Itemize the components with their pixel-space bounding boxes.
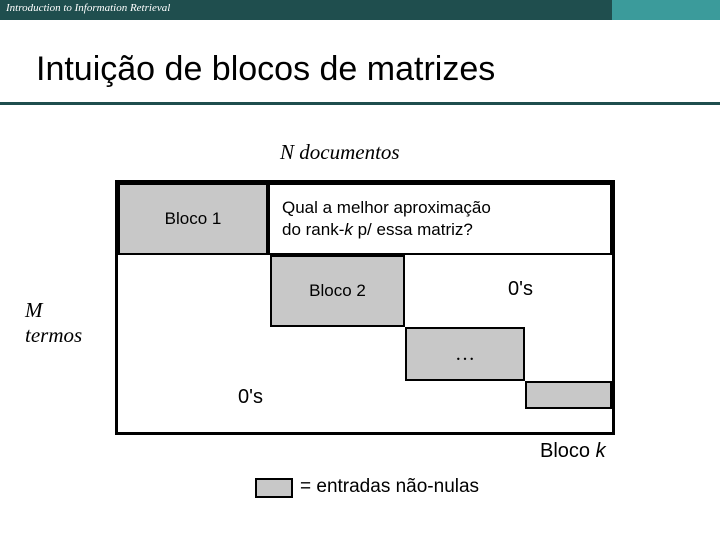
m-terms-label: M termos bbox=[25, 298, 82, 348]
block-k-stub bbox=[525, 381, 612, 409]
block-1: Bloco 1 bbox=[118, 183, 268, 255]
callout-line2: do rank-k p/ essa matriz? bbox=[282, 219, 473, 241]
legend-text: = entradas não-nulas bbox=[300, 476, 479, 498]
header-accent bbox=[612, 0, 720, 20]
slide-title: Intuição de blocos de matrizes bbox=[36, 50, 495, 89]
title-underline bbox=[0, 102, 720, 105]
header-course-title: Introduction to Information Retrieval bbox=[6, 2, 170, 14]
matrix-frame: Bloco 1 Qual a melhor aproximação do ran… bbox=[115, 180, 615, 435]
callout-box: Qual a melhor aproximação do rank-k p/ e… bbox=[268, 183, 612, 255]
block-k-label: Bloco k bbox=[540, 440, 606, 463]
zeros-upper-label: 0's bbox=[508, 278, 533, 301]
callout-line1: Qual a melhor aproximação bbox=[282, 197, 491, 219]
block-ellipsis: … bbox=[405, 327, 525, 381]
n-documents-label: N documentos bbox=[280, 140, 400, 165]
block-2: Bloco 2 bbox=[270, 255, 405, 327]
legend-swatch bbox=[255, 478, 293, 498]
zeros-lower-label: 0's bbox=[238, 386, 263, 409]
